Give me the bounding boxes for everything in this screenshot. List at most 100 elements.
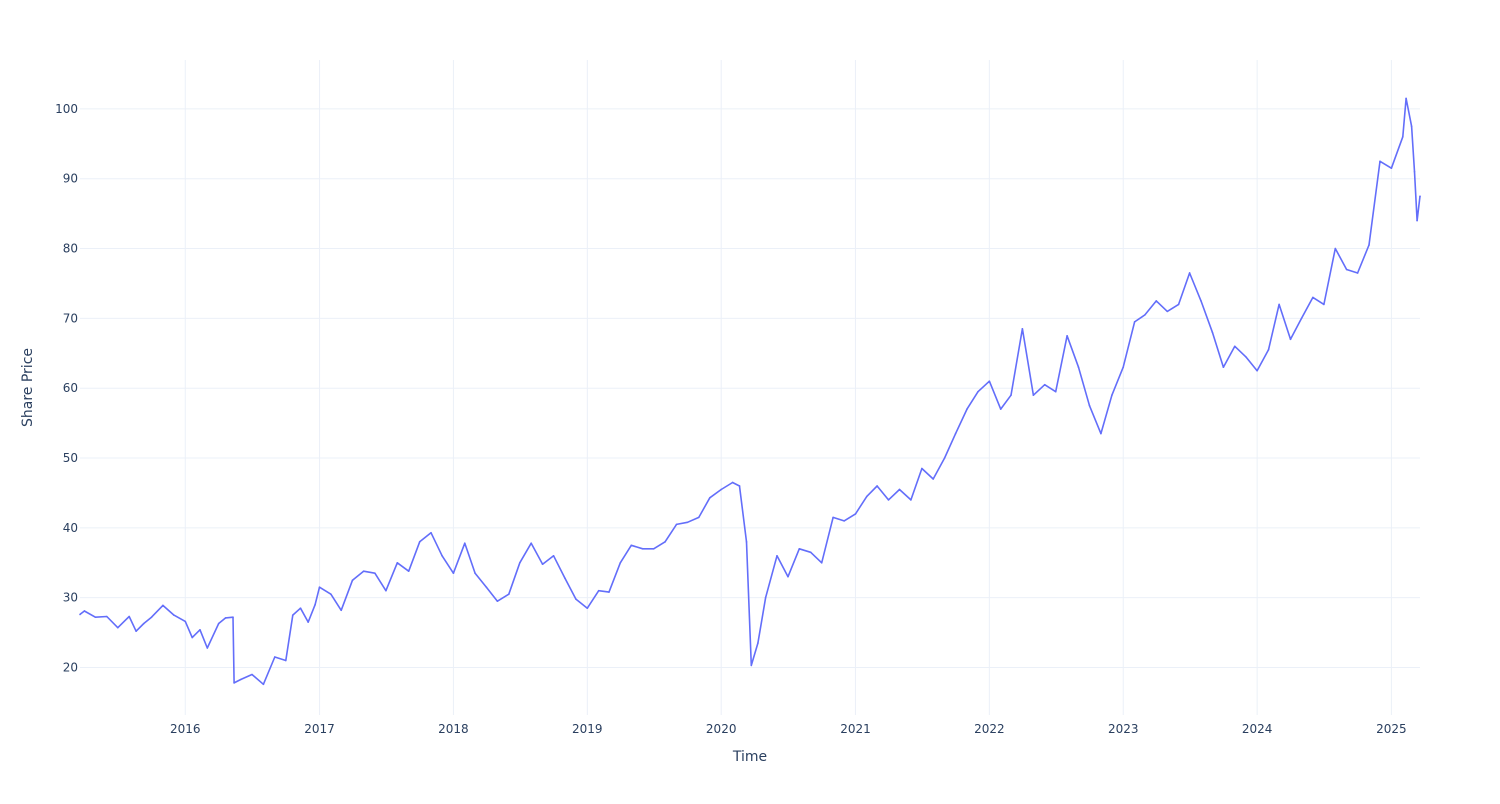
series-layer (79, 97, 1421, 686)
data-point (887, 499, 890, 501)
data-point (340, 609, 342, 612)
data-point (921, 467, 923, 470)
data-point (94, 616, 97, 619)
data-point (330, 593, 332, 595)
data-point (262, 683, 265, 686)
data-point (1111, 394, 1113, 396)
x-tick-label: 2019 (572, 722, 603, 736)
data-point (932, 478, 935, 480)
data-point (966, 408, 968, 410)
x-tick-label: 2020 (706, 722, 737, 736)
data-point (1345, 268, 1348, 271)
data-point (1144, 314, 1146, 316)
data-point (1410, 125, 1413, 128)
data-point (224, 617, 227, 619)
data-point (1323, 303, 1325, 306)
data-point (757, 642, 759, 644)
data-point (597, 589, 600, 592)
x-tick-label: 2017 (304, 722, 335, 736)
x-tick-label: 2024 (1242, 722, 1273, 736)
data-point (143, 622, 145, 625)
y-axis-title: Share Price (20, 348, 36, 427)
data-point (750, 664, 753, 667)
data-point (105, 615, 108, 618)
y-tick-label: 40 (63, 521, 78, 535)
data-point (1278, 303, 1280, 306)
data-point (284, 659, 287, 662)
data-point (184, 620, 187, 623)
y-tick-label: 30 (63, 591, 78, 605)
y-axis-tick-labels: 20 30 40 50 60 70 80 90 100 (55, 102, 78, 675)
x-axis-tick-labels: 2016 2017 2018 2019 2020 2021 2022 2023 2024 2025 (170, 722, 1407, 736)
data-point (898, 488, 901, 491)
data-point (318, 586, 321, 589)
data-point (351, 579, 354, 582)
data-point (385, 589, 387, 592)
data-point (232, 616, 234, 619)
data-point (1177, 303, 1180, 306)
data-point (1021, 328, 1024, 330)
data-point (191, 636, 194, 639)
data-point (731, 481, 734, 484)
data-point (1300, 317, 1303, 320)
data-point (876, 485, 878, 487)
data-point (519, 561, 521, 564)
data-point (1088, 404, 1091, 407)
data-point (1010, 394, 1012, 396)
data-point (586, 607, 589, 609)
share-price-line (79, 97, 1421, 686)
y-tick-label: 60 (63, 381, 78, 395)
data-point (1334, 247, 1337, 250)
data-point (1416, 219, 1418, 222)
data-point (496, 600, 499, 602)
data-point (1233, 345, 1236, 348)
data-point (135, 630, 137, 633)
data-point (1222, 366, 1225, 369)
data-point (1401, 136, 1404, 138)
data-point (541, 563, 544, 565)
data-point (1054, 390, 1057, 393)
data-point (1356, 272, 1359, 274)
data-point (954, 432, 957, 435)
data-point (273, 656, 276, 658)
data-point (307, 621, 309, 623)
data-point (988, 380, 991, 383)
data-point (809, 551, 812, 554)
data-point (314, 603, 316, 606)
data-point (463, 542, 466, 545)
data-point (1368, 244, 1370, 246)
data-point (575, 598, 577, 600)
data-point (776, 554, 778, 557)
data-point (1200, 300, 1202, 302)
data-point (1155, 300, 1158, 302)
x-axis-title: Time (732, 749, 767, 765)
data-point (441, 554, 443, 557)
y-tick-label: 20 (63, 661, 78, 675)
data-point (83, 610, 86, 612)
data-point (641, 548, 644, 550)
x-tick-label: 2018 (438, 722, 469, 736)
data-point (738, 485, 741, 487)
data-point (698, 516, 700, 519)
data-point (910, 499, 912, 501)
x-tick-label: 2021 (840, 722, 871, 736)
x-tick-label: 2025 (1376, 722, 1407, 736)
data-point (866, 495, 868, 498)
data-point (530, 542, 532, 545)
data-point (820, 561, 823, 564)
data-point (764, 596, 767, 599)
data-point (299, 607, 302, 609)
data-point (173, 614, 175, 616)
data-point (1122, 366, 1125, 369)
data-point (630, 544, 633, 547)
data-point (150, 616, 153, 619)
data-point (1419, 195, 1421, 197)
data-point (233, 682, 235, 684)
x-tick-label: 2023 (1108, 722, 1139, 736)
data-point (943, 457, 946, 459)
data-point (362, 570, 365, 572)
data-point (664, 541, 666, 543)
data-point (999, 408, 1002, 410)
data-point (162, 604, 164, 607)
